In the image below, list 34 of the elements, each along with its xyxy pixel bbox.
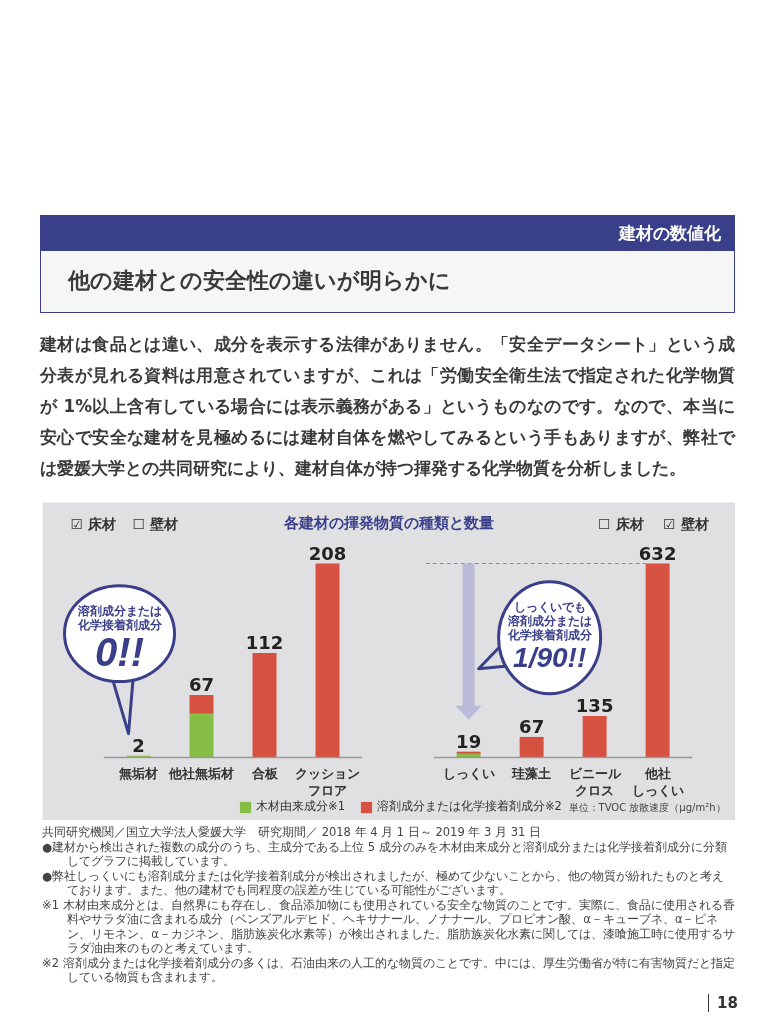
total-label: 67 (188, 674, 215, 696)
text: 共同研究機関／国立大学法人愛媛大学 研究期間／ 2018 年 4 月 1 日～ 2019 年 3 月 31 日 (42, 825, 542, 840)
text: 18 (708, 994, 738, 1012)
text: ※1 木材由来成分とは、自然界にも存在し、食品添加物にも使用されている安全な物質のことです。実際に、食品に使用される香料やサラダ油に含まれる成分（ベンズアルデヒド、ヘキサナール、ノナナール、プロピオン酸、α－キューブネ、α－ピネン、リモネン、α－カジネン、脂肪族炭化水素等）が検出されました。脂肪族炭化水素に関しては、漆喰施工時に使用するサラダ油由来のものと考えています。 (42, 897, 735, 956)
data-label: 112 (245, 632, 284, 654)
legend-label: 木材由来成分※1 (256, 799, 345, 814)
data-label: 2 (132, 734, 145, 756)
annotation: しっくいでも溶剤成分または化学接着剤成分1/90!! (506, 600, 593, 673)
text: 建材は食品とは違い、成分を表示する法律がありません。「安全データシート」という成分表が見れる資料は用意されていますが、これは「労働安全衛生法で指定された化学物質が 1%以上含有している場合には表示義務がある」というものなのです。なので、本当に安心で安全な建材を見極めるには建材自体を燃やしてみるという手もありますが、弊社では愛媛大学との共同研究により、建材自体が持つ揮発する化学物質を分析しました。 (38, 333, 737, 480)
text: ☑ 床材 (70, 515, 116, 532)
total-label: 19 (456, 730, 482, 752)
x-tick-label: 無垢材 (118, 765, 159, 781)
x-tick-label: 合板 (250, 765, 279, 781)
x-tick-label: ビニールクロス (568, 765, 622, 798)
text: ☐ 床材 (598, 515, 644, 532)
x-tick-label: しっくい (442, 765, 495, 781)
text: ☐ 壁材 (132, 515, 178, 532)
text: 単位：TVOC 放散速度（μg/m²h） (568, 801, 726, 813)
text: ●弊社しっくいにも溶剤成分または化学接着剤成分が検出されましたが、極めて少ないことから、他の物質が紛れたものと考えております。また、他の建材でも同程度の誤差が生じている可能性がございます。 (42, 868, 726, 898)
text: 他の建材との安全性の違いが明らかに (40, 251, 735, 313)
text: 建材の数値化 (40, 215, 735, 251)
text: ※2 溶剤成分または化学接着剤成分の多くは、石油由来の人工的な物質のことです。中には、厚生労働省が特に有害物質だと指定している物質も含まれます。 (42, 955, 735, 985)
x-tick-label: 他社しっくい (631, 765, 684, 798)
data-label: 632 (638, 542, 677, 564)
x-tick-label: クッションフロア (295, 765, 361, 798)
text: ●建材から検出された複数の成分のうち、主成分である上位 5 成分のみを木材由来成分と溶剤成分または化学接着剤成分に分類してグラフに掲載しています。 (42, 839, 728, 869)
data-label: 67 (519, 715, 545, 737)
chart-title: 各建材の揮発物質の種類と数量 (283, 513, 494, 532)
text: ☑ 壁材 (663, 515, 709, 532)
data-label: 135 (575, 695, 614, 717)
legend-label: 溶剤成分または化学接着剤成分※2 (376, 799, 562, 814)
x-tick-label: 珪藻土 (511, 765, 552, 781)
data-label: 208 (308, 542, 347, 564)
x-tick-label: 他社無垢材 (168, 765, 235, 781)
